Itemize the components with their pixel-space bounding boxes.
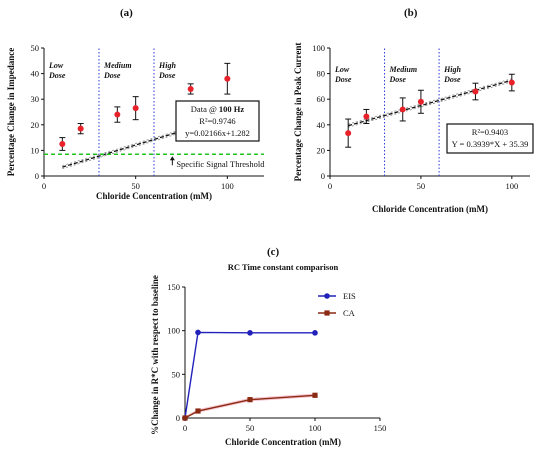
fit-annotation-box <box>175 100 260 142</box>
legend-label-ca: CA <box>343 308 356 318</box>
x-tick-label: 50 <box>131 181 140 191</box>
dose-zone-label: High <box>158 61 176 70</box>
y-tick-label: 40 <box>31 69 40 79</box>
series-point-ca <box>195 408 201 414</box>
data-point <box>399 106 406 113</box>
dose-zone-label: Dose <box>48 71 66 80</box>
fit-confidence-line <box>348 81 512 128</box>
data-point <box>224 75 231 82</box>
dose-zone-label: Dose <box>103 71 121 80</box>
x-tick-label: 0 <box>183 423 187 433</box>
fit-annotation-box <box>446 123 534 154</box>
x-axis-title: Chloride Concentration (mM) <box>225 437 341 447</box>
dose-zone-label: Low <box>48 61 64 70</box>
data-point <box>114 111 121 118</box>
series-point-eis <box>247 330 253 336</box>
y-tick-label: 0 <box>35 171 39 181</box>
threshold-arrow-head <box>169 156 175 161</box>
data-point <box>132 105 139 112</box>
fit-confidence-line <box>348 78 512 125</box>
annotation-prefix: Data @ <box>191 104 219 114</box>
annotation-frequency: Data @ 100 Hz <box>191 104 245 114</box>
data-point <box>472 88 479 95</box>
y-tick-label: 50 <box>172 369 181 379</box>
x-tick-label: 100 <box>221 181 234 191</box>
data-point <box>59 141 66 147</box>
annotation-r-squared: R²=0.9746 <box>199 116 235 126</box>
x-tick-label: 50 <box>246 423 255 433</box>
y-axis-title: Percentage Change in Impedance <box>6 48 16 177</box>
data-point <box>363 113 370 120</box>
panel-label: (c) <box>267 246 280 258</box>
dose-zone-label: Dose <box>389 75 407 84</box>
data-point <box>77 125 84 132</box>
y-tick-label: 60 <box>317 94 326 104</box>
series-point-eis <box>195 329 201 336</box>
linear-fit-line <box>348 79 512 127</box>
panel-a: (a) 0 10 20 30 40 50 0 50 100 Chloride Concentrati… <box>6 7 265 201</box>
fit-confidence-line <box>62 115 228 167</box>
dose-zone-label: Dose <box>334 75 352 84</box>
panel-c: (c) 0 50 100 150 0 50 100 150 Chloride Concentrat… <box>150 246 386 447</box>
y-tick-label: 100 <box>167 326 180 336</box>
linear-fit-line <box>62 116 228 168</box>
panel-label: (b) <box>404 7 418 19</box>
y-tick-label: 0 <box>176 413 180 423</box>
series-point-ca <box>312 392 318 398</box>
legend-marker-ca <box>324 310 330 316</box>
panel-b: (b) 0 20 40 60 80 100 0 50 100 Chloride Concentrat… <box>293 7 534 214</box>
x-tick-label: 100 <box>309 423 322 433</box>
y-tick-label: 80 <box>317 69 326 79</box>
data-point <box>508 79 515 86</box>
y-tick-label: 0 <box>321 171 325 181</box>
annotation-equation: y=0.02166x+1.282 <box>185 128 250 138</box>
dose-zone-label: Low <box>334 65 350 74</box>
legend-marker-eis <box>324 293 330 299</box>
y-tick-label: 150 <box>167 282 180 292</box>
dose-zone-label: Medium <box>103 61 132 70</box>
annotation-frequency-value: 100 Hz <box>219 104 244 114</box>
y-tick-label: 100 <box>312 43 325 53</box>
data-point <box>417 98 424 105</box>
dose-zone-label: Dose <box>158 71 176 80</box>
y-tick-label: 50 <box>31 43 40 53</box>
series-line-eis <box>184 331 315 419</box>
y-tick-label: 20 <box>31 120 40 130</box>
annotation-r-squared: R²=0.9403 <box>472 127 508 137</box>
x-tick-label: 50 <box>417 181 426 191</box>
x-axis-title: Chloride Concentration (mM) <box>96 191 212 201</box>
legend-label-eis: EIS <box>343 291 356 301</box>
y-axis-title: %Change in R*C with respect to baseline <box>150 275 160 435</box>
series-point-ca <box>182 415 188 421</box>
fit-confidence-line <box>62 118 228 170</box>
data-point <box>187 85 194 92</box>
dose-zone-label: High <box>443 65 461 74</box>
threshold-label: Specific Signal Threshold <box>176 159 265 169</box>
y-tick-label: 10 <box>31 145 40 155</box>
chart-title: RC Time constant comparison <box>228 262 339 272</box>
x-axis-title: Chloride Concentration (mM) <box>372 204 488 214</box>
x-tick-label: 100 <box>505 181 518 191</box>
series-point-ca <box>247 397 253 403</box>
dose-zone-label: Medium <box>389 65 418 74</box>
y-axis-title: Percentage Change in Peak Current <box>293 43 303 182</box>
y-tick-label: 40 <box>317 120 326 130</box>
panel-label: (a) <box>120 7 133 19</box>
x-tick-label: 0 <box>42 181 46 191</box>
x-tick-label: 0 <box>328 181 332 191</box>
annotation-equation: Y = 0.3939*X + 35.39 <box>452 139 529 149</box>
y-tick-label: 30 <box>31 94 40 104</box>
series-line-ca <box>184 394 316 419</box>
x-tick-label: 150 <box>374 423 387 433</box>
dose-zone-label: Dose <box>443 75 461 84</box>
y-tick-label: 20 <box>317 145 326 155</box>
data-point <box>345 130 352 137</box>
series-point-eis <box>312 330 318 336</box>
